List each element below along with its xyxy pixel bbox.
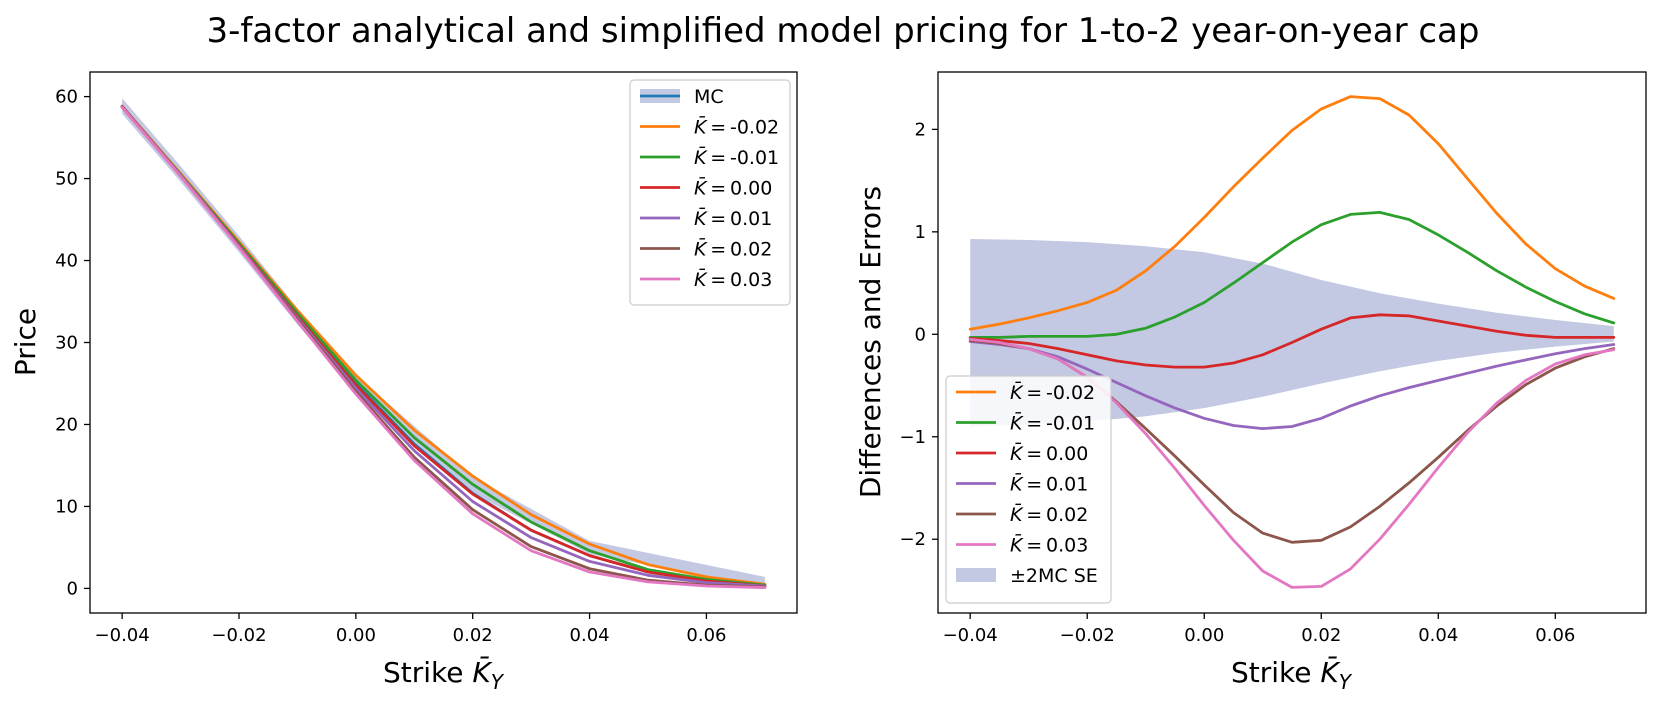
price-chart-x-tick-label: 0.06 xyxy=(686,625,726,646)
price-chart-x-tick-label: −0.02 xyxy=(211,625,266,646)
price-chart-series-line-6 xyxy=(120,105,767,589)
differences-chart-band xyxy=(970,239,1614,427)
differences-chart-legend-label: K̄ = 0.03 xyxy=(1010,532,1088,556)
differences-chart-panel: −0.04 −0.02 0.00 0.02 0.04 0.06 −2 −1 0 1 2 Strike… xyxy=(854,71,1647,694)
differences-chart-x-tick-label: 0.06 xyxy=(1535,625,1575,646)
price-chart-legend-label: K̄ = -0.02 xyxy=(694,114,779,138)
price-chart-panel: −0.04 −0.02 0.00 0.02 0.04 0.060102030405060 … xyxy=(9,71,798,694)
differences-chart-series-line-0 xyxy=(968,95,1616,331)
differences-chart-legend: K̄ = -0.02 K̄ = -0.01 K̄ = 0.00 K̄ = 0.01 K̄… xyxy=(945,375,1112,604)
price-chart-y-tick-label: 20 xyxy=(55,414,78,435)
differences-chart-y-tick-label: −2 xyxy=(899,529,926,550)
price-chart-legend-label: K̄ = 0.02 xyxy=(694,236,772,260)
price-chart-legend: MC K̄ = -0.02 K̄ = -0.01 K̄ = 0.00 K̄ = 0.01… xyxy=(629,79,791,306)
differences-chart-x-tick-label: 0.00 xyxy=(1184,625,1224,646)
differences-chart-x-tick-label: 0.04 xyxy=(1418,625,1458,646)
differences-chart-legend-label: K̄ = -0.01 xyxy=(1010,410,1095,434)
differences-chart-legend-label: K̄ = 0.01 xyxy=(1010,471,1088,495)
differences-chart-y-tick-label: 2 xyxy=(915,119,926,140)
price-chart-x-tick-label: 0.00 xyxy=(336,625,376,646)
figure-title: 3-factor analytical and simplified model… xyxy=(207,11,1480,51)
differences-chart-legend-label: K̄ = -0.02 xyxy=(1010,380,1095,404)
price-chart-y-tick-label: 30 xyxy=(55,333,78,354)
price-chart-x-tick-label: −0.04 xyxy=(95,625,150,646)
price-chart-legend-label: K̄ = 0.00 xyxy=(694,175,772,199)
differences-chart-legend-box xyxy=(945,375,1112,604)
price-chart-x-tick-label: 0.02 xyxy=(453,625,493,646)
price-chart-y-tick-label: 60 xyxy=(55,87,78,108)
differences-chart-y-label: Differences and Errors xyxy=(854,186,887,498)
price-chart-x-label: Strike K̄Y xyxy=(383,655,505,694)
price-chart-y-tick-label: 10 xyxy=(55,496,78,517)
price-chart-legend-label: MC xyxy=(694,86,724,108)
price-chart-y-label: Price xyxy=(9,308,42,376)
price-chart-legend-label: K̄ = 0.01 xyxy=(694,206,772,230)
price-chart-legend-label: K̄ = -0.01 xyxy=(694,145,779,169)
differences-chart-x-tick-label: −0.04 xyxy=(943,625,998,646)
price-chart-y-tick-label: 50 xyxy=(55,169,78,190)
differences-chart-series-line-1 xyxy=(968,210,1616,339)
differences-chart-x-label: Strike K̄Y xyxy=(1231,655,1353,694)
differences-chart-frame xyxy=(937,71,1647,614)
differences-chart-y-tick-label: 0 xyxy=(915,324,926,345)
differences-chart-y-tick-label: 1 xyxy=(915,222,926,243)
price-chart-x-tick-label: 0.04 xyxy=(570,625,610,646)
differences-chart-x-tick-label: 0.02 xyxy=(1301,625,1341,646)
price-chart-y-tick-label: 40 xyxy=(55,251,78,272)
price-chart-legend-label: K̄ = 0.03 xyxy=(694,267,772,291)
differences-chart-legend-band-swatch xyxy=(956,568,996,582)
differences-chart-series-line-2 xyxy=(968,313,1616,369)
differences-chart-legend-label: ±2MC SE xyxy=(1010,565,1098,587)
price-chart-y-tick-label: 0 xyxy=(67,578,78,599)
differences-chart-series-line-5 xyxy=(968,337,1616,589)
differences-chart-y-tick-label: −1 xyxy=(899,427,926,448)
differences-chart-legend-label: K̄ = 0.00 xyxy=(1010,441,1088,465)
differences-chart-x-tick-label: −0.02 xyxy=(1060,625,1115,646)
differences-chart-series-line-3 xyxy=(968,340,1616,431)
differences-chart-legend-label: K̄ = 0.02 xyxy=(1010,502,1088,526)
